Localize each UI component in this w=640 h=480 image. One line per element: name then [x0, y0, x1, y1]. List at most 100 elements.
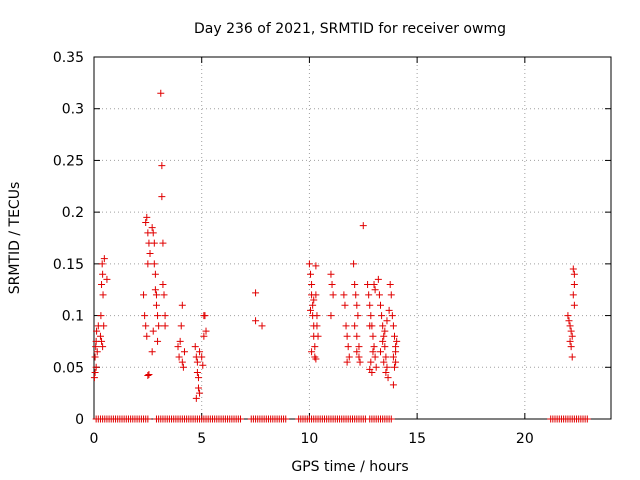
data-point — [99, 270, 107, 278]
data-point — [199, 361, 207, 369]
data-point — [381, 327, 389, 335]
data-point — [196, 389, 204, 397]
data-point — [564, 312, 572, 320]
data-point — [327, 312, 335, 320]
data-point — [311, 343, 319, 351]
y-tick-label: 0.15 — [53, 257, 84, 273]
data-point — [340, 291, 348, 299]
data-point — [312, 262, 320, 270]
data-point — [359, 222, 367, 230]
data-point — [149, 327, 157, 335]
data-point — [91, 368, 99, 376]
data-point — [344, 343, 352, 351]
data-point — [160, 291, 168, 299]
data-point — [356, 358, 364, 366]
data-point — [568, 332, 576, 340]
data-point — [306, 306, 314, 314]
data-point — [567, 327, 575, 335]
data-point — [568, 353, 576, 361]
data-point — [194, 384, 202, 392]
data-point — [179, 363, 187, 371]
data-point — [308, 281, 316, 289]
data-point — [309, 301, 317, 309]
data-point — [369, 348, 377, 356]
data-point — [385, 306, 393, 314]
data-point — [369, 332, 377, 340]
data-point — [202, 327, 210, 335]
data-point — [178, 301, 186, 309]
data-point — [191, 343, 199, 351]
data-point — [305, 260, 313, 268]
data-point — [355, 353, 363, 361]
data-point — [342, 322, 350, 330]
data-point — [98, 281, 106, 289]
data-point — [370, 281, 378, 289]
data-point — [91, 353, 99, 361]
data-point — [176, 337, 184, 345]
data-point — [99, 291, 107, 299]
data-point — [177, 322, 185, 330]
data-point — [258, 322, 266, 330]
y-tick-label: 0.25 — [53, 153, 84, 169]
data-point — [151, 270, 159, 278]
data-point — [343, 332, 351, 340]
data-point — [99, 343, 107, 351]
data-point — [148, 224, 156, 232]
data-point — [144, 372, 152, 380]
data-point — [98, 337, 106, 345]
data-point — [371, 286, 379, 294]
data-point — [201, 312, 209, 320]
data-point — [389, 353, 397, 361]
data-point — [198, 353, 206, 361]
data-point — [143, 213, 151, 221]
data-point — [174, 343, 182, 351]
data-point — [159, 281, 167, 289]
data-point — [374, 275, 382, 283]
data-point — [175, 353, 183, 361]
x-tick-label: 20 — [516, 431, 534, 447]
data-point — [152, 301, 160, 309]
grid — [94, 57, 611, 419]
data-point — [391, 332, 399, 340]
data-point — [151, 286, 159, 294]
data-point — [567, 343, 575, 351]
data-point — [569, 291, 577, 299]
y-axis-label: SRMTID / TECUs — [7, 182, 23, 295]
data-point — [569, 265, 577, 273]
data-point — [350, 260, 358, 268]
data-points — [90, 89, 591, 423]
data-point — [377, 348, 385, 356]
data-point — [161, 322, 169, 330]
data-point — [371, 353, 379, 361]
data-point — [343, 358, 351, 366]
data-point — [98, 260, 106, 268]
x-axis-label: GPS time / hours — [291, 459, 408, 475]
data-point — [149, 229, 157, 237]
y-tick-label: 0.3 — [62, 102, 84, 118]
data-point — [152, 291, 160, 299]
data-point — [379, 322, 387, 330]
data-point — [353, 348, 361, 356]
data-point — [154, 312, 162, 320]
data-point — [391, 363, 399, 371]
data-point — [100, 322, 108, 330]
data-point — [312, 291, 320, 299]
x-tick-label: 10 — [301, 431, 319, 447]
data-point — [378, 312, 386, 320]
data-point — [364, 281, 372, 289]
data-point — [93, 327, 101, 335]
data-point — [313, 312, 321, 320]
data-point — [194, 374, 202, 382]
data-point — [157, 89, 165, 97]
data-point — [161, 312, 169, 320]
data-point — [345, 353, 353, 361]
data-point — [142, 218, 150, 226]
data-point — [368, 368, 376, 376]
data-point — [155, 322, 163, 330]
data-point — [382, 368, 390, 376]
data-point — [570, 281, 578, 289]
data-point — [384, 374, 392, 382]
data-point — [148, 348, 156, 356]
data-point — [566, 337, 574, 345]
